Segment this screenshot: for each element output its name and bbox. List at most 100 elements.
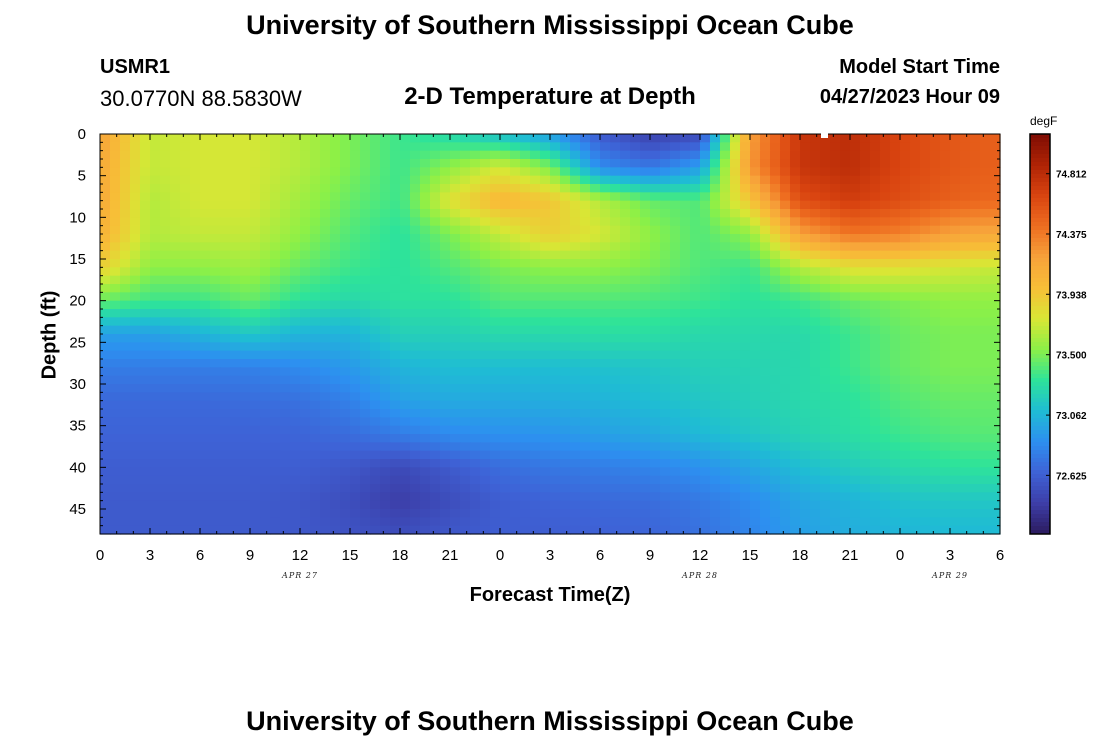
heatmap-cell bbox=[720, 325, 731, 335]
heatmap-cell bbox=[560, 450, 571, 460]
heatmap-cell bbox=[960, 200, 971, 210]
heatmap-cell bbox=[700, 359, 711, 368]
heatmap-cell bbox=[340, 500, 351, 510]
heatmap-cell bbox=[780, 167, 791, 177]
heatmap-cell bbox=[120, 142, 131, 152]
heatmap-cell bbox=[980, 225, 991, 235]
heatmap-cell bbox=[710, 334, 721, 343]
heatmap-cell bbox=[250, 417, 261, 427]
heatmap-cell bbox=[930, 517, 941, 527]
heatmap-cell bbox=[820, 325, 831, 335]
heatmap-cell bbox=[150, 342, 161, 352]
heatmap-cell bbox=[770, 317, 781, 327]
heatmap-cell bbox=[430, 442, 441, 452]
heatmap-cell bbox=[550, 450, 561, 460]
heatmap-cell bbox=[440, 475, 451, 485]
heatmap-cell bbox=[250, 317, 261, 327]
heatmap-cell bbox=[560, 375, 571, 385]
heatmap-cell bbox=[560, 442, 571, 452]
heatmap-cell bbox=[930, 367, 941, 377]
heatmap-cell bbox=[450, 359, 461, 368]
heatmap-cell bbox=[560, 459, 571, 468]
heatmap-cell bbox=[760, 350, 771, 360]
heatmap-cell bbox=[710, 450, 721, 460]
heatmap-cell bbox=[980, 400, 991, 410]
heatmap-cell bbox=[730, 217, 741, 227]
heatmap-cell bbox=[840, 250, 851, 260]
heatmap-cell bbox=[680, 259, 691, 268]
heatmap-cell bbox=[320, 250, 331, 260]
colorbar-segment bbox=[1030, 238, 1050, 243]
heatmap-cell bbox=[770, 184, 781, 193]
heatmap-cell bbox=[620, 159, 631, 168]
heatmap-cell bbox=[230, 442, 241, 452]
heatmap-cell bbox=[240, 342, 251, 352]
heatmap-cell bbox=[740, 417, 751, 427]
colorbar-segment bbox=[1030, 342, 1050, 347]
heatmap-cell bbox=[610, 425, 621, 435]
heatmap-cell bbox=[460, 292, 471, 302]
heatmap-cell bbox=[290, 250, 301, 260]
heatmap-cell bbox=[610, 342, 621, 352]
heatmap-cell bbox=[920, 375, 931, 385]
heatmap-cell bbox=[760, 200, 771, 210]
x-tick-label: 0 bbox=[896, 547, 904, 564]
heatmap-cell bbox=[740, 167, 751, 177]
heatmap-cell bbox=[910, 425, 921, 435]
heatmap-cell bbox=[210, 275, 221, 285]
heatmap-cell bbox=[360, 134, 371, 143]
heatmap-cell bbox=[720, 450, 731, 460]
heatmap-cell bbox=[140, 467, 151, 477]
heatmap-cell bbox=[870, 159, 881, 168]
heatmap-cell bbox=[640, 192, 651, 202]
heatmap-cell bbox=[940, 375, 951, 385]
heatmap-cell bbox=[520, 284, 531, 293]
heatmap-cell bbox=[280, 150, 291, 160]
heatmap-cell bbox=[710, 150, 721, 160]
heatmap-cell bbox=[990, 267, 1001, 277]
heatmap-cell bbox=[610, 250, 621, 260]
heatmap-cell bbox=[640, 467, 651, 477]
heatmap-cell bbox=[480, 484, 491, 493]
colorbar-segment bbox=[1030, 198, 1050, 203]
heatmap-cell bbox=[560, 267, 571, 277]
heatmap-cell bbox=[540, 267, 551, 277]
heatmap-cell bbox=[540, 342, 551, 352]
heatmap-cell bbox=[780, 467, 791, 477]
heatmap-cell bbox=[370, 184, 381, 193]
heatmap-cell bbox=[220, 384, 231, 393]
heatmap-cell bbox=[970, 242, 981, 252]
heatmap-cell bbox=[790, 309, 801, 318]
heatmap-cell bbox=[740, 150, 751, 160]
heatmap-cell bbox=[730, 292, 741, 302]
heatmap-cell bbox=[340, 217, 351, 227]
footer-title: University of Southern Mississippi Ocean… bbox=[246, 706, 854, 736]
heatmap-cell bbox=[720, 434, 731, 443]
heatmap-cell bbox=[340, 525, 351, 535]
heatmap-cell bbox=[150, 134, 161, 143]
heatmap-cell bbox=[660, 392, 671, 402]
heatmap-cell bbox=[330, 434, 341, 443]
heatmap-cell bbox=[140, 475, 151, 485]
heatmap-cell bbox=[970, 309, 981, 318]
heatmap-cell bbox=[520, 400, 531, 410]
heatmap-cell bbox=[470, 192, 481, 202]
heatmap-cell bbox=[960, 425, 971, 435]
heatmap-cell bbox=[620, 425, 631, 435]
heatmap-cell bbox=[460, 284, 471, 293]
heatmap-cell bbox=[110, 509, 121, 518]
heatmap-cell bbox=[390, 342, 401, 352]
heatmap-cell bbox=[780, 484, 791, 493]
heatmap-cell bbox=[990, 375, 1001, 385]
heatmap-cell bbox=[230, 375, 241, 385]
heatmap-cell bbox=[940, 159, 951, 168]
heatmap-cell bbox=[690, 267, 701, 277]
heatmap-cell bbox=[210, 400, 221, 410]
heatmap-cell bbox=[860, 175, 871, 185]
heatmap-cell bbox=[540, 375, 551, 385]
heatmap-cell bbox=[980, 525, 991, 535]
heatmap-cell bbox=[180, 442, 191, 452]
heatmap-cell bbox=[200, 234, 211, 243]
heatmap-cell bbox=[890, 375, 901, 385]
heatmap-cell bbox=[570, 167, 581, 177]
